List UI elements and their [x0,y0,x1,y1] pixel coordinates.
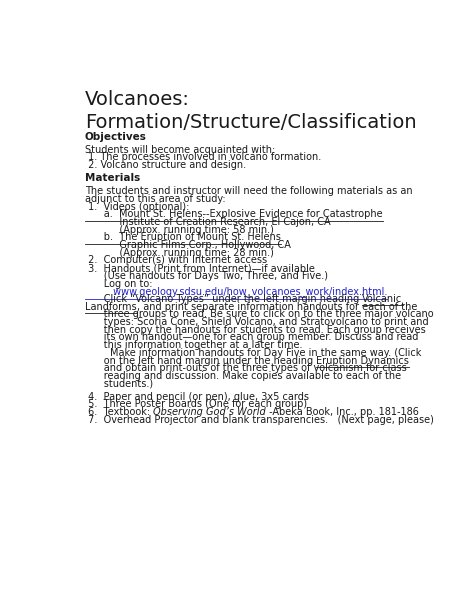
Text: The students and instructor will need the following materials as an: The students and instructor will need th… [85,186,412,196]
Text: then copy the handouts for students to read. Each group receives: then copy the handouts for students to r… [85,325,426,335]
Text: 2. Volcano structure and design.: 2. Volcano structure and design. [85,160,246,170]
Text: (Use handouts for Days Two, Three, and Five.): (Use handouts for Days Two, Three, and F… [85,271,328,281]
Text: types: Scoria Cone, Shield Volcano, and Stratovolcano to print and: types: Scoria Cone, Shield Volcano, and … [85,317,428,327]
Text: , and print separate information handouts for each of the: , and print separate information handout… [137,302,417,311]
Text: Institute of Creation Research, El Cajon, CA: Institute of Creation Research, El Cajon… [85,217,330,227]
Text: students.): students.) [85,379,153,389]
Text: 4.  Paper and pencil (or pen), glue, 3x5 cards: 4. Paper and pencil (or pen), glue, 3x5 … [85,392,309,402]
Text: www.geology.sdsu.edu/how_volcanoes_work/index.html.: www.geology.sdsu.edu/how_volcanoes_work/… [85,286,387,297]
Text: Objectives: Objectives [85,132,147,142]
Text: Click “Volcano Types” under the left margin heading: Click “Volcano Types” under the left mar… [85,294,362,304]
Text: 1. The processes involved in volcano formation.: 1. The processes involved in volcano for… [85,153,321,162]
Text: 7.  Overhead Projector and blank transparencies.   (Next page, please): 7. Overhead Projector and blank transpar… [85,415,434,425]
Text: 3.  Handouts (Print from Internet)—if available: 3. Handouts (Print from Internet)—if ava… [85,263,315,273]
Text: -Abeka Book, Inc., pp. 181-186: -Abeka Book, Inc., pp. 181-186 [266,407,419,417]
Text: Volcanoes:: Volcanoes: [85,90,190,109]
Text: a.  Mount St. Helens--Explosive Evidence for Catastrophe: a. Mount St. Helens--Explosive Evidence … [85,209,383,219]
Text: Volcanic: Volcanic [362,294,402,304]
Text: Students will become acquainted with:: Students will become acquainted with: [85,145,275,154]
Text: reading and discussion. Make copies available to each of the: reading and discussion. Make copies avai… [85,371,401,381]
Text: 2.  Computer(s) with Internet access: 2. Computer(s) with Internet access [85,256,267,265]
Text: Make information handouts for Day Five in the same way. (Click: Make information handouts for Day Five i… [85,348,421,358]
Text: adjunct to this area of study:: adjunct to this area of study: [85,194,226,204]
Text: Materials: Materials [85,173,140,183]
Text: b.  The Eruption of Mount St. Helens: b. The Eruption of Mount St. Helens [85,232,281,242]
Text: three groups to read. Be sure to click on to the three major volcano: three groups to read. Be sure to click o… [85,310,434,319]
Text: Formation/Structure/Classification: Formation/Structure/Classification [85,113,417,132]
Text: (Approx. running time: 28 min.): (Approx. running time: 28 min.) [85,248,274,258]
Text: 6.  Textbook:: 6. Textbook: [85,407,153,417]
Text: Landforms: Landforms [85,302,137,311]
Text: this information together at a later time.: this information together at a later tim… [85,340,302,350]
Text: on the left hand margin under the heading: on the left hand margin under the headin… [85,356,316,365]
Text: Log on to:: Log on to: [85,278,153,289]
Text: Graphic Films Corp., Hollywood, CA: Graphic Films Corp., Hollywood, CA [85,240,291,250]
Text: 1.  Videos (optional):: 1. Videos (optional): [85,202,189,211]
Text: 5.  Three Poster Boards (One for each group): 5. Three Poster Boards (One for each gro… [85,399,307,409]
Text: Eruption Dynamics: Eruption Dynamics [316,356,409,365]
Text: and obtain print-outs of the three types of volcanism for class: and obtain print-outs of the three types… [85,363,407,373]
Text: (Approx. running time: 58 min.): (Approx. running time: 58 min.) [85,225,274,235]
Text: Observing God’s World: Observing God’s World [153,407,266,417]
Text: its own handout—one for each group member. Discuss and read: its own handout—one for each group membe… [85,332,419,343]
